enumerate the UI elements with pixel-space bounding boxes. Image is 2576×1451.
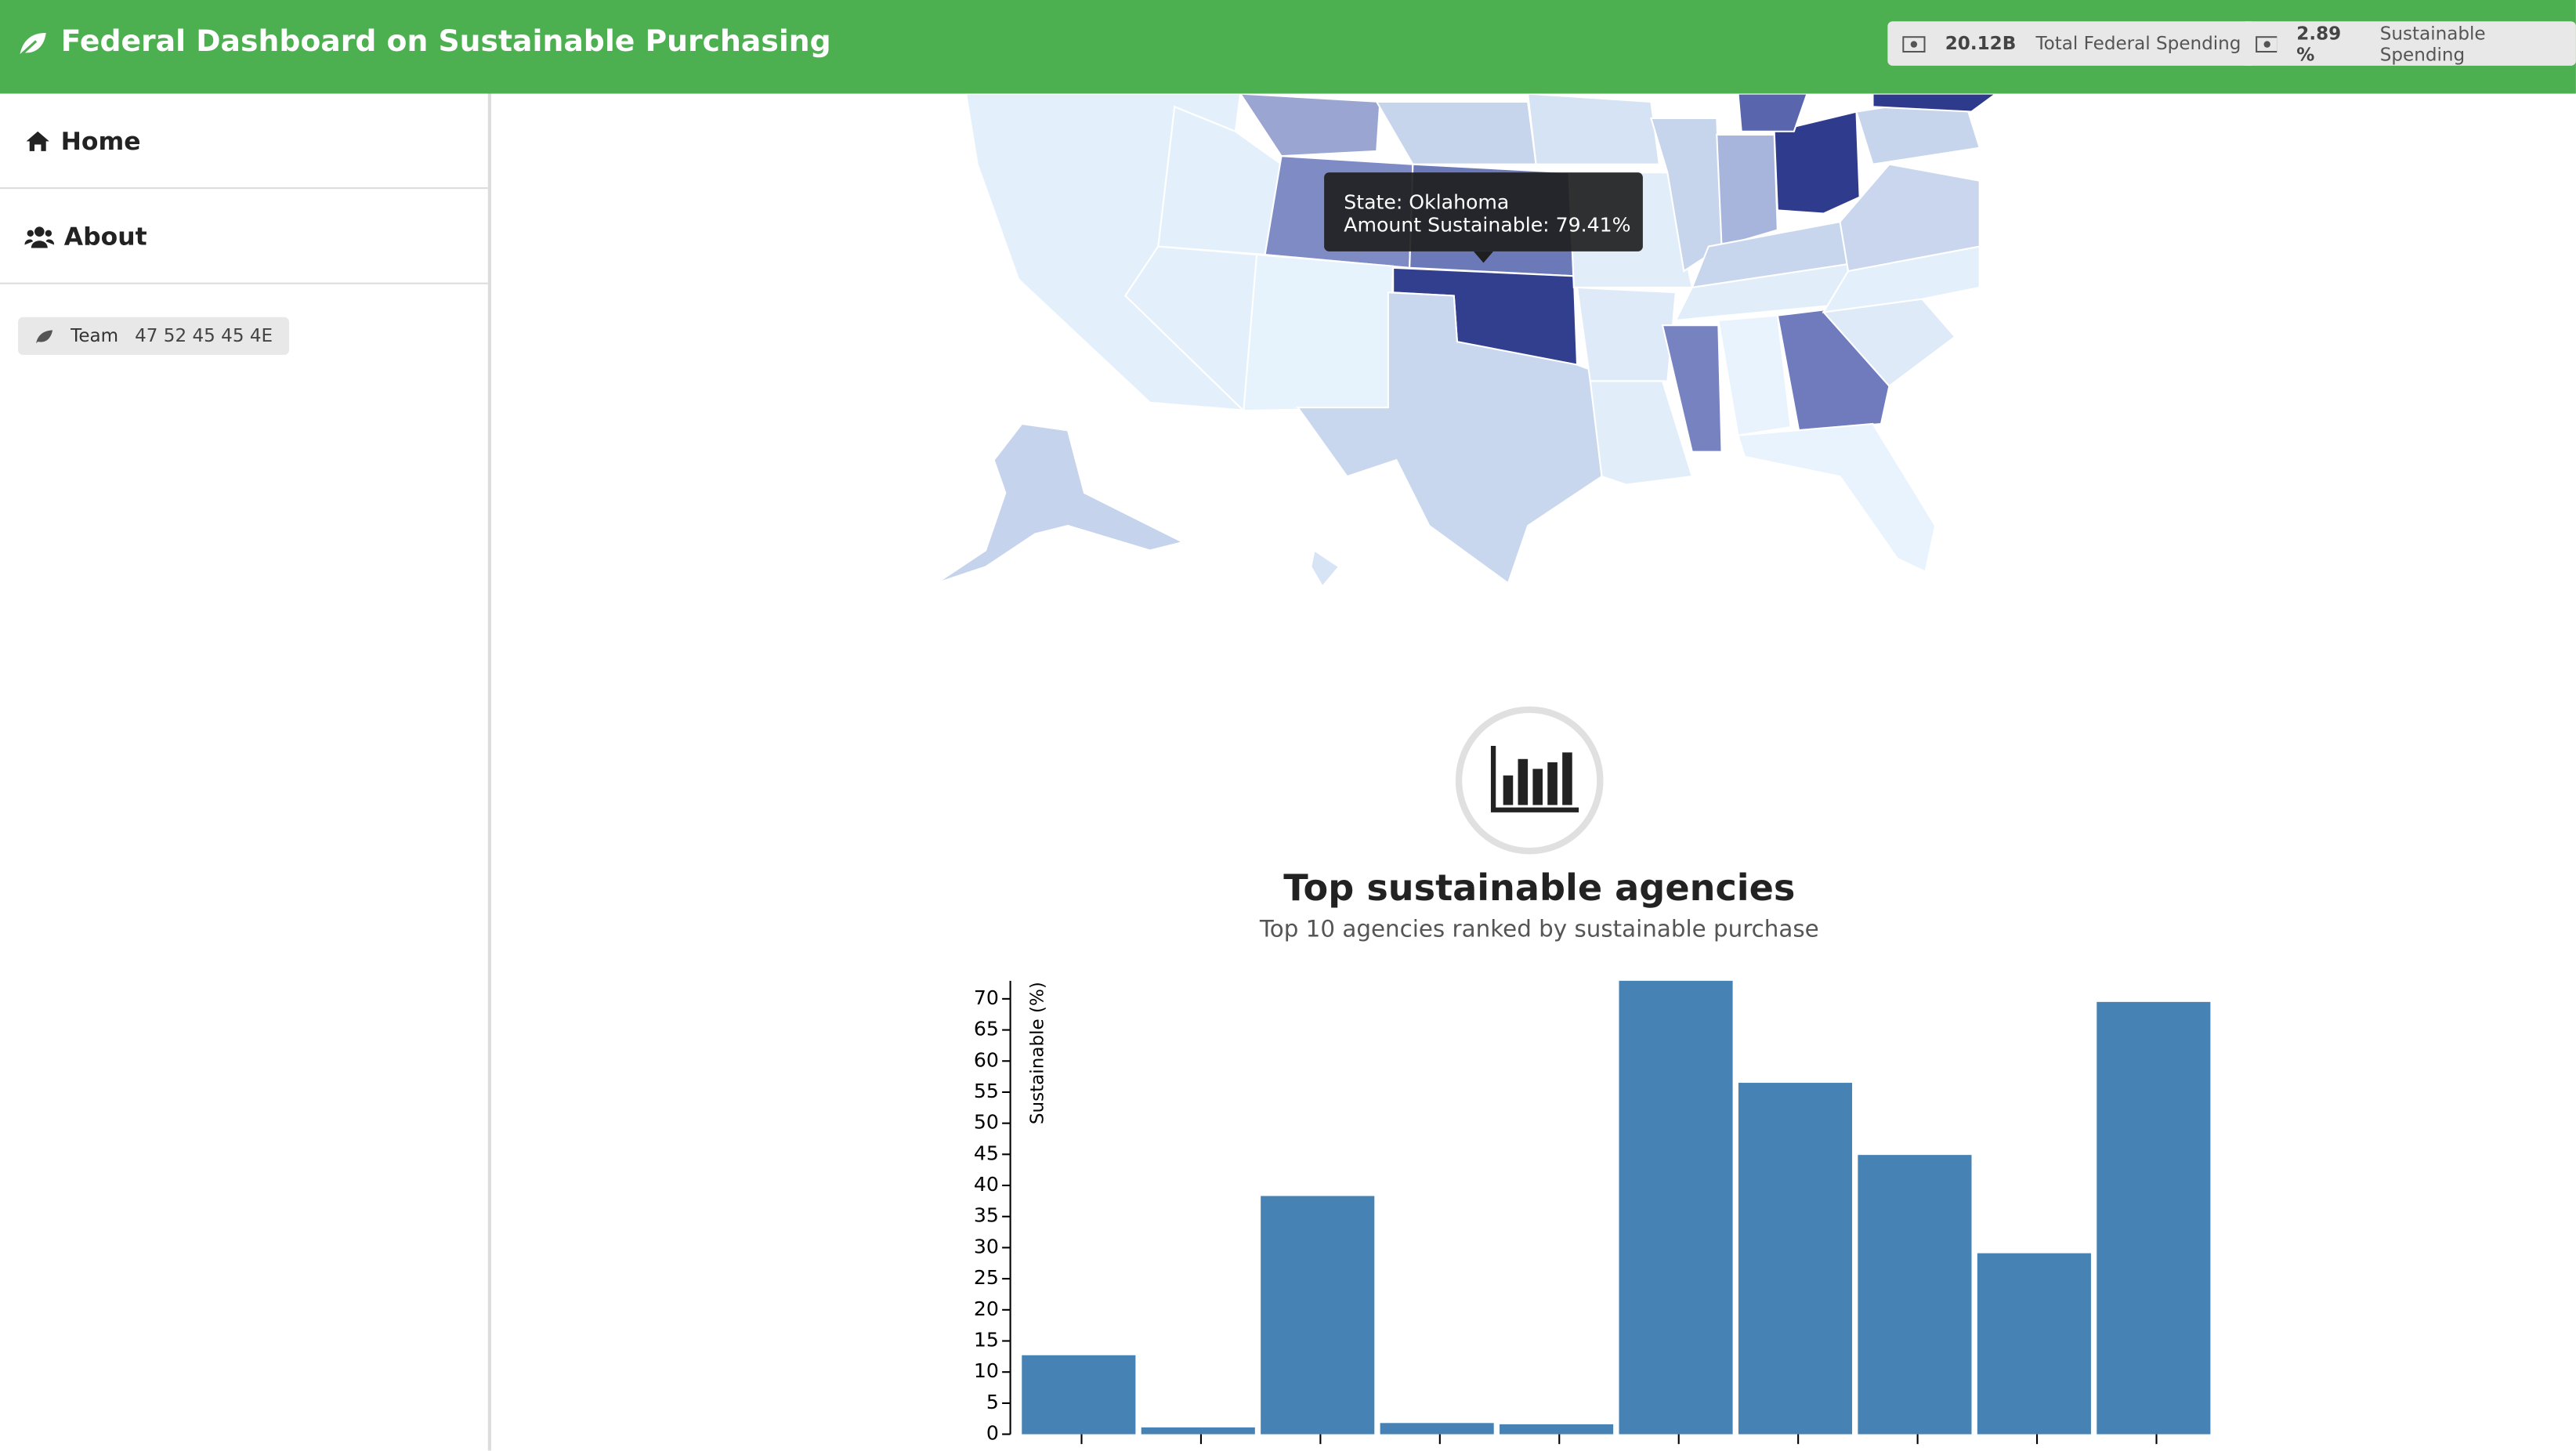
nav-label: Home — [60, 125, 141, 156]
badge-value: 2.89 % — [2296, 22, 2342, 65]
tooltip-arrow — [1473, 251, 1494, 263]
bar — [1380, 1423, 1494, 1435]
tooltip-line: State: Oklahoma — [1344, 190, 1509, 213]
badge-label: Sustainable Spending — [2379, 22, 2486, 65]
y-tick-label: 55 — [974, 1080, 999, 1102]
bar — [1261, 1196, 1375, 1435]
home-icon — [26, 130, 49, 150]
y-tick-label: 65 — [974, 1018, 999, 1040]
tooltip-line: Amount Sustainable: 79.41% — [1344, 214, 1630, 237]
y-tick-label: 20 — [974, 1297, 999, 1320]
y-tick-label: 70 — [974, 986, 999, 1009]
y-tick-label: 60 — [974, 1048, 999, 1071]
bar-icon — [1490, 745, 1579, 812]
tooltip-box — [1324, 172, 1643, 251]
y-axis-label: Sustainable (%) — [1028, 982, 1048, 1124]
bar — [1619, 980, 1733, 1435]
main-content: State: Oklahoma Amount Sustainable: 79.4… — [491, 92, 2576, 626]
chart-subtitle: Top 10 agencies ranked by sustainable pu… — [1259, 915, 1819, 942]
map-tooltip: State: Oklahoma Amount Sustainable: 79.4… — [1324, 172, 1643, 263]
team-code: 47 52 45 45 4E — [135, 325, 273, 347]
bar — [2097, 1001, 2211, 1435]
app-title: Federal Dashboard on Sustainable Purchas… — [60, 24, 831, 60]
y-tick-label: 5 — [986, 1391, 999, 1413]
bar — [1141, 1427, 1255, 1435]
badge-value: 20.12B — [1945, 32, 2017, 55]
badge-label: Total Federal Spending — [2035, 32, 2241, 55]
leaf-icon — [17, 32, 46, 59]
bar — [1500, 1424, 1614, 1435]
us-map: State: Oklahoma Amount Sustainable: 79.4… — [935, 92, 1999, 588]
y-tick-label: 15 — [974, 1329, 999, 1351]
y-tick-label: 35 — [974, 1204, 999, 1227]
chart-title: Top sustainable agencies — [1283, 867, 1795, 909]
nav-about[interactable]: About — [0, 189, 488, 284]
bar — [1977, 1253, 2091, 1435]
team-label: Team — [71, 325, 119, 347]
bar — [1858, 1155, 1972, 1435]
users-icon — [24, 226, 55, 248]
spending-badge: 20.12B Total Federal Spending — [1887, 21, 2256, 66]
top-bar: Federal Dashboard on Sustainable Purchas… — [0, 0, 2576, 94]
y-tick-label: 45 — [974, 1142, 999, 1164]
y-tick-label: 25 — [974, 1266, 999, 1289]
y-tick-label: 50 — [974, 1111, 999, 1134]
bar — [1738, 1083, 1853, 1435]
money-icon — [1902, 35, 1926, 52]
leaf-icon — [36, 329, 53, 343]
sustainable-badge: 2.89 % Sustainable Spending — [2241, 21, 2576, 66]
chart-icon — [1455, 706, 1604, 855]
sidebar: Home About Team 47 52 45 45 4E — [0, 93, 491, 1451]
bar — [1022, 1355, 1136, 1435]
y-tick-label: 10 — [974, 1359, 999, 1382]
y-tick-label: 0 — [986, 1422, 999, 1445]
team-badge: Team 47 52 45 45 4E — [18, 317, 290, 355]
nav-home[interactable]: Home — [0, 94, 488, 190]
nav-label: About — [63, 221, 147, 251]
money-icon — [2256, 35, 2278, 52]
y-tick-label: 30 — [974, 1235, 999, 1257]
y-tick-label: 40 — [974, 1173, 999, 1196]
